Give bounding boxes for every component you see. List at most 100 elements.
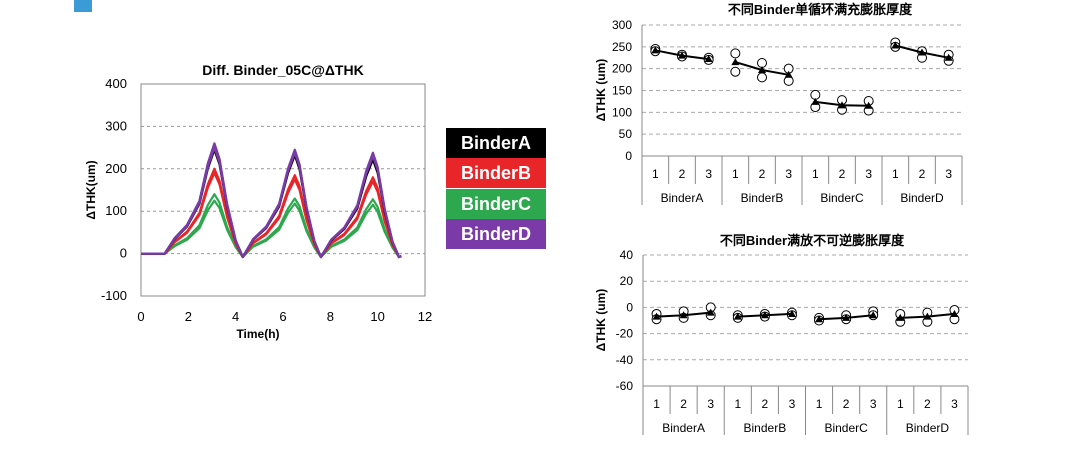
top-right-mean-marker [864,101,873,109]
top-right-mean-marker [731,58,740,66]
bottom-right-subcategory-label: 2 [924,397,931,411]
top-right-group-label: BinderC [820,191,864,205]
bottom-right-subcategory-label: 2 [843,397,850,411]
top-right-subcategory-label: 2 [679,167,686,181]
bottom-right-mean-marker [760,311,769,319]
legend-item-binder-b: BinderB [446,158,546,188]
top-right-subcategory-label: 3 [785,167,792,181]
top-right-mean-marker [944,53,953,61]
top-right-mean-marker [784,70,793,78]
bottom-right-mean-marker [679,311,688,319]
legend-item-binder-c: BinderC [446,189,546,219]
top-right-data-point [730,48,741,59]
series-line-binderc [141,199,402,259]
top-right-group-label: BinderA [661,191,704,205]
top-right-group-label: BinderD [900,191,944,205]
left-xtick-label: 4 [232,309,239,324]
legend-item-binder-d: BinderD [446,219,546,249]
top-right-subcategory-label: 1 [812,167,819,181]
top-right-subcategory-label: 1 [732,167,739,181]
left-ytick-label: 400 [105,76,127,91]
top-right-ylabel: ΔTHK (um) [594,59,608,122]
top-right-subcategory-label: 3 [945,167,952,181]
top-right-subcategory-label: 3 [865,167,872,181]
left-chart: Diff. Binder_05C@ΔTHK -1000100200300400 … [84,62,432,341]
series-line-binderb [141,171,402,259]
left-ytick-label: 100 [105,203,127,218]
bottom-right-subcategory-label: 3 [707,397,714,411]
bottom-right-mean-marker [950,309,959,317]
top-right-subcategory-label: 2 [759,167,766,181]
top-right-data-point [730,66,741,77]
top-right-mean-marker [758,65,766,73]
bottom-right-ytick-label: 20 [620,274,634,288]
left-ytick-label: 0 [120,246,127,261]
bottom-right-ytick-label: -20 [616,327,634,341]
top-right-ytick-label: 50 [619,127,633,141]
left-xtick-label: 6 [279,309,286,324]
top-right-mean-marker [678,51,686,59]
top-right-title: 不同Binder单循环满充膨胀厚度 [728,2,913,17]
bottom-right-subcategory-label: 1 [653,397,660,411]
left-xtick-label: 2 [185,309,192,324]
bottom-right-title: 不同Binder满放不可逆膨胀厚度 [720,233,905,248]
top-right-data-point [757,72,767,83]
bottom-right-ylabel: ΔTHK (um) [594,289,608,352]
legend-item-binder-a: BinderA [446,128,546,158]
bottom-right-ytick-label: 0 [626,300,633,314]
top-right-subcategory-label: 1 [892,167,899,181]
bottom-right-subcategory-label: 1 [897,397,904,411]
bottom-right-subcategory-label: 2 [762,397,769,411]
top-right-mean-marker [704,55,713,63]
top-right-mean-marker [891,41,900,49]
bottom-right-group-label: BinderB [744,421,787,435]
top-right-chart: 不同Binder单循环满充膨胀厚度 ΔTHK (um) 0 50 100 150 200… [594,2,963,205]
top-right-mean-marker [918,48,926,56]
left-xtick-label: 10 [370,309,384,324]
bottom-right-subcategory-label: 3 [951,397,958,411]
top-right-ytick-label: 0 [625,149,632,163]
bottom-right-ytick-label: -40 [616,353,634,367]
top-right-subcategory-label: 2 [839,167,846,181]
top-right-subcategory-label: 3 [705,167,712,181]
bottom-right-subcategory-label: 1 [816,397,823,411]
bottom-right-subcategory-label: 3 [870,397,877,411]
bottom-right-subcategory-label: 2 [680,397,687,411]
top-right-ytick-label: 250 [612,40,632,54]
top-right-ytick-label: 200 [612,62,632,76]
bottom-right-group-label: BinderA [662,421,705,435]
bottom-right-mean-marker [733,312,742,320]
top-right-group-label: BinderB [741,191,784,205]
bottom-right-chart: 不同Binder满放不可逆膨胀厚度 ΔTHK (um) -60 -40 -20 0 20… [594,233,969,435]
left-xtick-label: 8 [327,309,334,324]
top-right-ytick-label: 100 [612,105,632,119]
bottom-right-group-label: BinderD [906,421,950,435]
bottom-right-subcategory-label: 3 [789,397,796,411]
bottom-right-mean-marker [652,312,661,320]
left-chart-title: Diff. Binder_05C@ΔTHK [202,62,363,78]
bottom-right-ytick-label: -60 [616,379,634,393]
left-chart-ylabel: ΔTHK(um) [84,160,98,219]
bottom-right-group-label: BinderC [824,421,868,435]
bottom-right-mean-marker [896,313,905,321]
top-right-ytick-label: 300 [612,18,632,32]
bottom-right-mean-marker [842,313,851,321]
left-ytick-label: 300 [105,118,127,133]
left-ytick-label: 200 [105,161,127,176]
bottom-right-ytick-label: 40 [620,248,634,262]
top-right-subcategory-label: 2 [919,167,926,181]
bottom-right-mean-marker [815,315,824,323]
left-xtick-label: 0 [137,309,144,324]
bottom-right-mean-marker [706,308,715,316]
series-line-binderc [141,193,402,259]
left-chart-xlabel: Time(h) [236,327,279,341]
top-right-mean-marker [811,97,820,105]
bottom-right-mean-marker [869,311,878,319]
top-right-ytick-label: 150 [612,84,632,98]
corner-accent-square [74,0,92,12]
top-right-mean-marker [651,46,660,54]
top-right-subcategory-label: 1 [652,167,659,181]
top-right-mean-marker [838,101,846,109]
bottom-right-subcategory-label: 1 [734,397,741,411]
